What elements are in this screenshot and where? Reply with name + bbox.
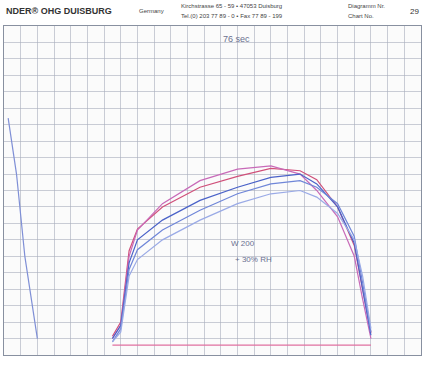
svg-text:W 200: W 200 xyxy=(231,239,255,248)
svg-text:+ 30% RH: + 30% RH xyxy=(235,255,272,264)
svg-text:Diagramm Nr.: Diagramm Nr. xyxy=(348,3,385,9)
svg-text:Tel.(0) 203 77 89 - 0 • Fax 77: Tel.(0) 203 77 89 - 0 • Fax 77 89 - 199 xyxy=(181,13,283,19)
svg-text:Germany: Germany xyxy=(139,8,164,14)
svg-text:Chart No.: Chart No. xyxy=(348,13,374,19)
svg-text:29: 29 xyxy=(410,7,419,16)
svg-text:76 sec: 76 sec xyxy=(223,34,250,44)
svg-text:NDER® OHG DUISBURG: NDER® OHG DUISBURG xyxy=(6,6,112,16)
svg-text:Kirchstrasse 65 - 59 • 47053 D: Kirchstrasse 65 - 59 • 47053 Duisburg xyxy=(181,3,282,9)
